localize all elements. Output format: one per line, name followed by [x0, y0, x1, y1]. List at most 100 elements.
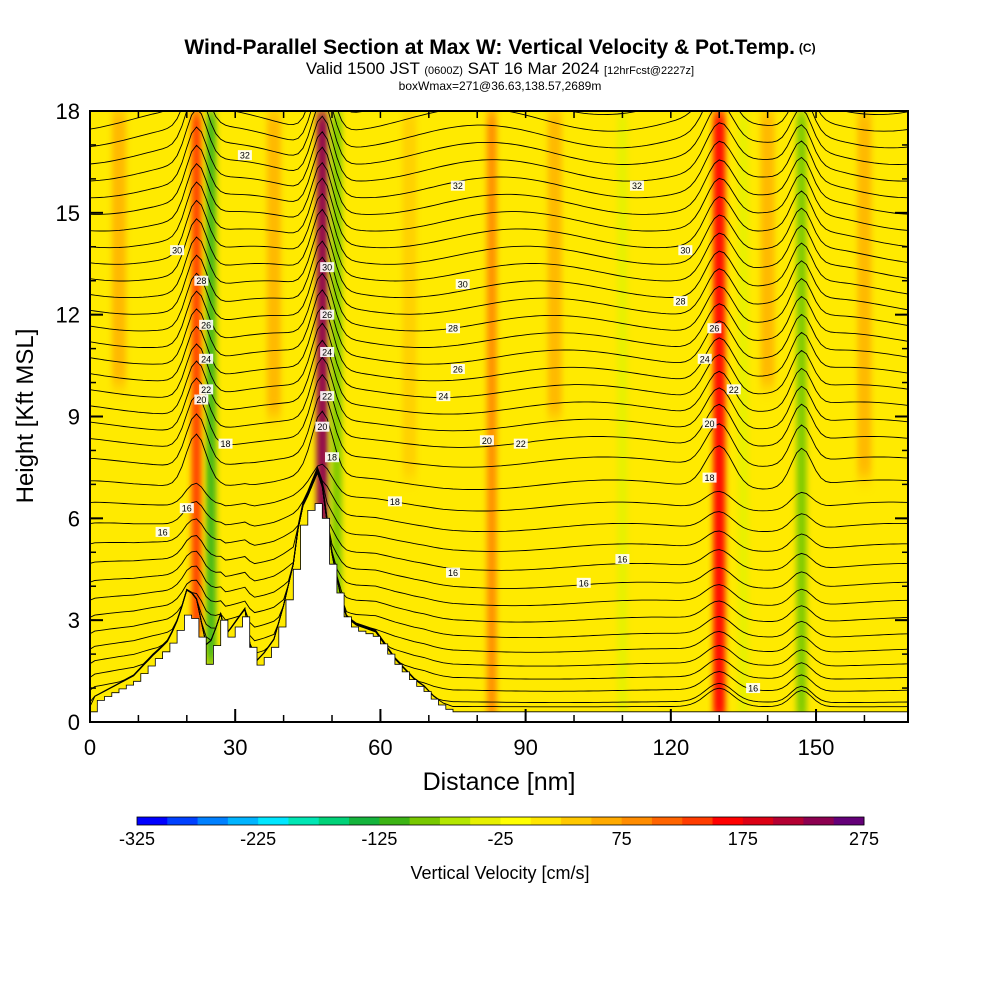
- isentrope-line-31: [90, 126, 908, 199]
- isentrope-line-17: [90, 356, 908, 432]
- colorbar-swatch-5: [288, 817, 320, 825]
- colorbar-tick-5: 175: [728, 829, 758, 849]
- isentrope-line-23: [90, 256, 908, 332]
- colorbar-label: Vertical Velocity [cm/s]: [410, 863, 590, 883]
- svg-text:16: 16: [158, 527, 168, 537]
- isentrope-label-29: 30: [170, 245, 185, 256]
- y-tick-label-2: 6: [68, 506, 80, 531]
- svg-text:32: 32: [632, 181, 642, 191]
- colorbar-swatch-17: [651, 817, 683, 825]
- isentrope-label-27: 28: [446, 323, 461, 334]
- svg-text:28: 28: [676, 297, 686, 307]
- colorbar-swatch-8: [379, 817, 411, 825]
- isentrope-label-34: 32: [450, 180, 465, 191]
- axes: 0 30 60 90 120 150 0 3 6 9 12 15 18: [56, 99, 908, 760]
- valid-date-text: SAT 16 Mar 2024: [467, 59, 600, 78]
- isentrope-line-15: [90, 392, 908, 468]
- isentrope-line-7: [90, 469, 908, 623]
- updraft-column-7: [738, 111, 749, 722]
- x-axis-label: Distance [nm]: [423, 768, 576, 796]
- svg-text:16: 16: [448, 568, 458, 578]
- terrain-profile: [89, 503, 909, 723]
- x-tick-label-2: 60: [368, 735, 392, 760]
- colorbar-swatch-22: [803, 817, 835, 825]
- isentrope-label-5: 16: [746, 683, 761, 694]
- svg-text:24: 24: [438, 392, 448, 402]
- isentrope-line-9: [90, 468, 908, 589]
- isentrope-label-32: 30: [678, 245, 693, 256]
- isentrope-line-10: [90, 467, 908, 571]
- isentrope-label-33: 32: [237, 150, 252, 161]
- isentrope-line-19: [90, 322, 908, 398]
- svg-text:28: 28: [448, 324, 458, 334]
- colorbar-tick-3: -25: [487, 829, 513, 849]
- velocity-field: [90, 111, 908, 722]
- isentrope-line-12: [90, 466, 908, 533]
- isentrope-line-29: [90, 161, 908, 232]
- chart-title: Wind-Parallel Section at Max W: Vertical…: [0, 36, 1000, 60]
- isentrope-line-13: [90, 463, 908, 512]
- copyright-mark: (C): [798, 41, 816, 55]
- y-tick-label-1: 3: [68, 608, 80, 633]
- svg-text:16: 16: [579, 578, 589, 588]
- colorbar-swatch-14: [561, 817, 592, 825]
- svg-text:16: 16: [617, 555, 627, 565]
- y-tick-label-3: 9: [68, 405, 80, 430]
- isentrope-label-0: 16: [155, 526, 170, 537]
- isentrope-label-7: 18: [325, 452, 340, 463]
- isentrope-label-19: 24: [320, 347, 335, 358]
- isentrope-label-25: 26: [707, 323, 722, 334]
- svg-text:20: 20: [317, 422, 327, 432]
- isentrope-label-35: 32: [629, 180, 644, 191]
- colorbar-tick-0: -325: [119, 829, 155, 849]
- svg-text:22: 22: [322, 392, 332, 402]
- svg-text:26: 26: [201, 320, 211, 330]
- svg-text:20: 20: [705, 419, 715, 429]
- colorbar-swatch-2: [197, 817, 229, 825]
- isentrope-label-22: 26: [199, 319, 214, 330]
- colorbar-swatch-16: [621, 817, 653, 825]
- svg-text:22: 22: [729, 385, 739, 395]
- isentrope-line-24: [90, 240, 908, 315]
- svg-text:28: 28: [196, 276, 206, 286]
- isentrope-label-9: 18: [218, 438, 233, 449]
- colorbar-swatch-15: [591, 817, 623, 825]
- isentrope-label-20: 24: [436, 391, 451, 402]
- terrain: [89, 503, 909, 723]
- svg-text:30: 30: [322, 263, 332, 273]
- isentrope-label-4: 16: [615, 554, 630, 565]
- isentrope-line-32: [90, 111, 908, 182]
- isentrope-line-34: [90, 111, 908, 149]
- updraft-column-0: [191, 111, 202, 637]
- svg-text:20: 20: [196, 395, 206, 405]
- isentrope-label-8: 18: [702, 472, 717, 483]
- colorbar-swatch-1: [167, 817, 199, 825]
- chart-subtitle: Valid 1500 JST (0600Z) SAT 16 Mar 2024 […: [0, 60, 1000, 80]
- colorbar-swatch-7: [349, 817, 380, 825]
- colorbar-swatch-6: [318, 817, 350, 825]
- isentrope-line-11: [90, 467, 908, 552]
- valid-time-text: Valid 1500 JST: [305, 59, 420, 78]
- svg-text:18: 18: [390, 497, 400, 507]
- isentrope-label-16: 22: [320, 391, 335, 402]
- y-tick-label-0: 0: [68, 710, 80, 735]
- y-tick-label-5: 15: [56, 201, 80, 226]
- colorbar-tick-4: 75: [612, 829, 632, 849]
- colorbar-swatch-13: [530, 817, 562, 825]
- svg-text:24: 24: [700, 354, 710, 364]
- svg-text:18: 18: [221, 439, 231, 449]
- field-band-3: [547, 111, 562, 417]
- colorbar-swatch-18: [682, 817, 714, 825]
- colorbar-swatch-23: [833, 817, 865, 825]
- colorbar-swatch-10: [439, 817, 471, 825]
- x-tick-label-3: 90: [513, 735, 537, 760]
- svg-text:22: 22: [516, 439, 526, 449]
- isentrope-label-11: 20: [194, 394, 209, 405]
- valid-zulu-text: (0600Z): [424, 65, 463, 77]
- colorbar-swatch-19: [712, 817, 744, 825]
- svg-text:16: 16: [182, 504, 192, 514]
- svg-text:24: 24: [322, 348, 332, 358]
- isentrope-label-17: 22: [726, 384, 741, 395]
